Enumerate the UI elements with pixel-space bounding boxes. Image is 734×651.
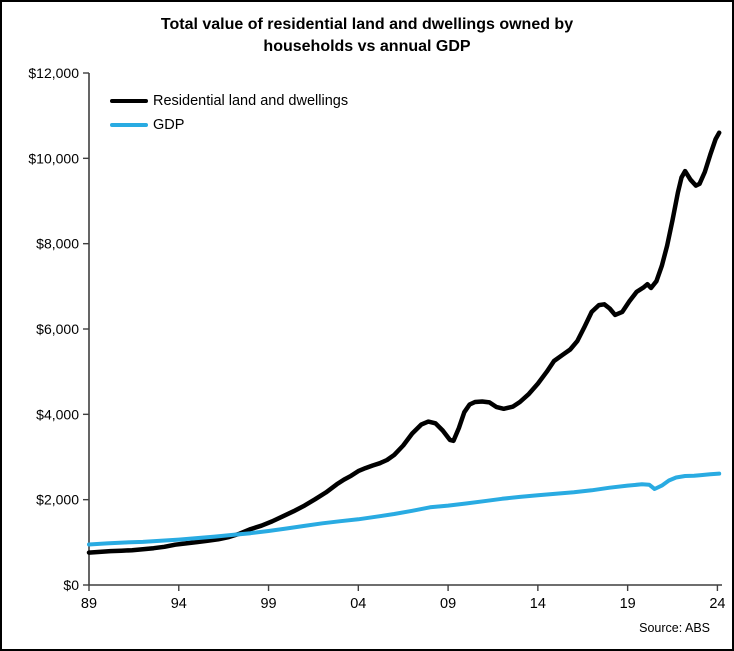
residential-line-swatch: [110, 98, 148, 104]
gdp-line-swatch: [110, 122, 148, 128]
x-tick-label: 09: [440, 596, 456, 612]
chart-legend: Residential land and dwellings GDP: [110, 93, 348, 141]
x-tick-label: 19: [620, 596, 636, 612]
legend-label-residential: Residential land and dwellings: [153, 93, 349, 109]
x-tick-label: 14: [530, 596, 546, 612]
legend-item-residential: Residential land and dwellings: [110, 93, 348, 109]
chart-title: Total value of residential land and dwel…: [2, 14, 732, 58]
x-tick-label: 89: [81, 596, 97, 612]
gdp-line: [87, 471, 722, 547]
y-tick-label: $6,000: [36, 321, 79, 337]
x-tick-label: 24: [709, 596, 725, 612]
legend-label-gdp: GDP: [153, 117, 185, 133]
x-tick-label: 04: [350, 596, 366, 612]
y-tick-label: $12,000: [28, 65, 79, 81]
x-tick-label: 94: [171, 596, 187, 612]
y-tick-label: $4,000: [36, 406, 79, 422]
y-axis-ticks: $0 $2,000 $4,000 $6,000 $8,000 $10,000 $12,000: [28, 65, 89, 593]
legend-item-gdp: GDP: [110, 117, 348, 133]
y-tick-label: $2,000: [36, 492, 79, 508]
x-tick-label: 99: [260, 596, 276, 612]
chart-title-line1: Total value of residential land and dwel…: [160, 16, 574, 33]
y-tick-label: $8,000: [36, 236, 79, 252]
chart-title-line2: households vs annual GDP: [263, 38, 471, 55]
axes: [88, 73, 722, 586]
source-note: Source: ABS: [639, 621, 710, 635]
y-tick-label: $10,000: [28, 150, 79, 166]
x-axis-ticks: 89 94 99 04 09 14 19 24: [81, 585, 725, 612]
y-tick-label: $0: [63, 577, 79, 593]
residential-line: [86, 130, 722, 555]
